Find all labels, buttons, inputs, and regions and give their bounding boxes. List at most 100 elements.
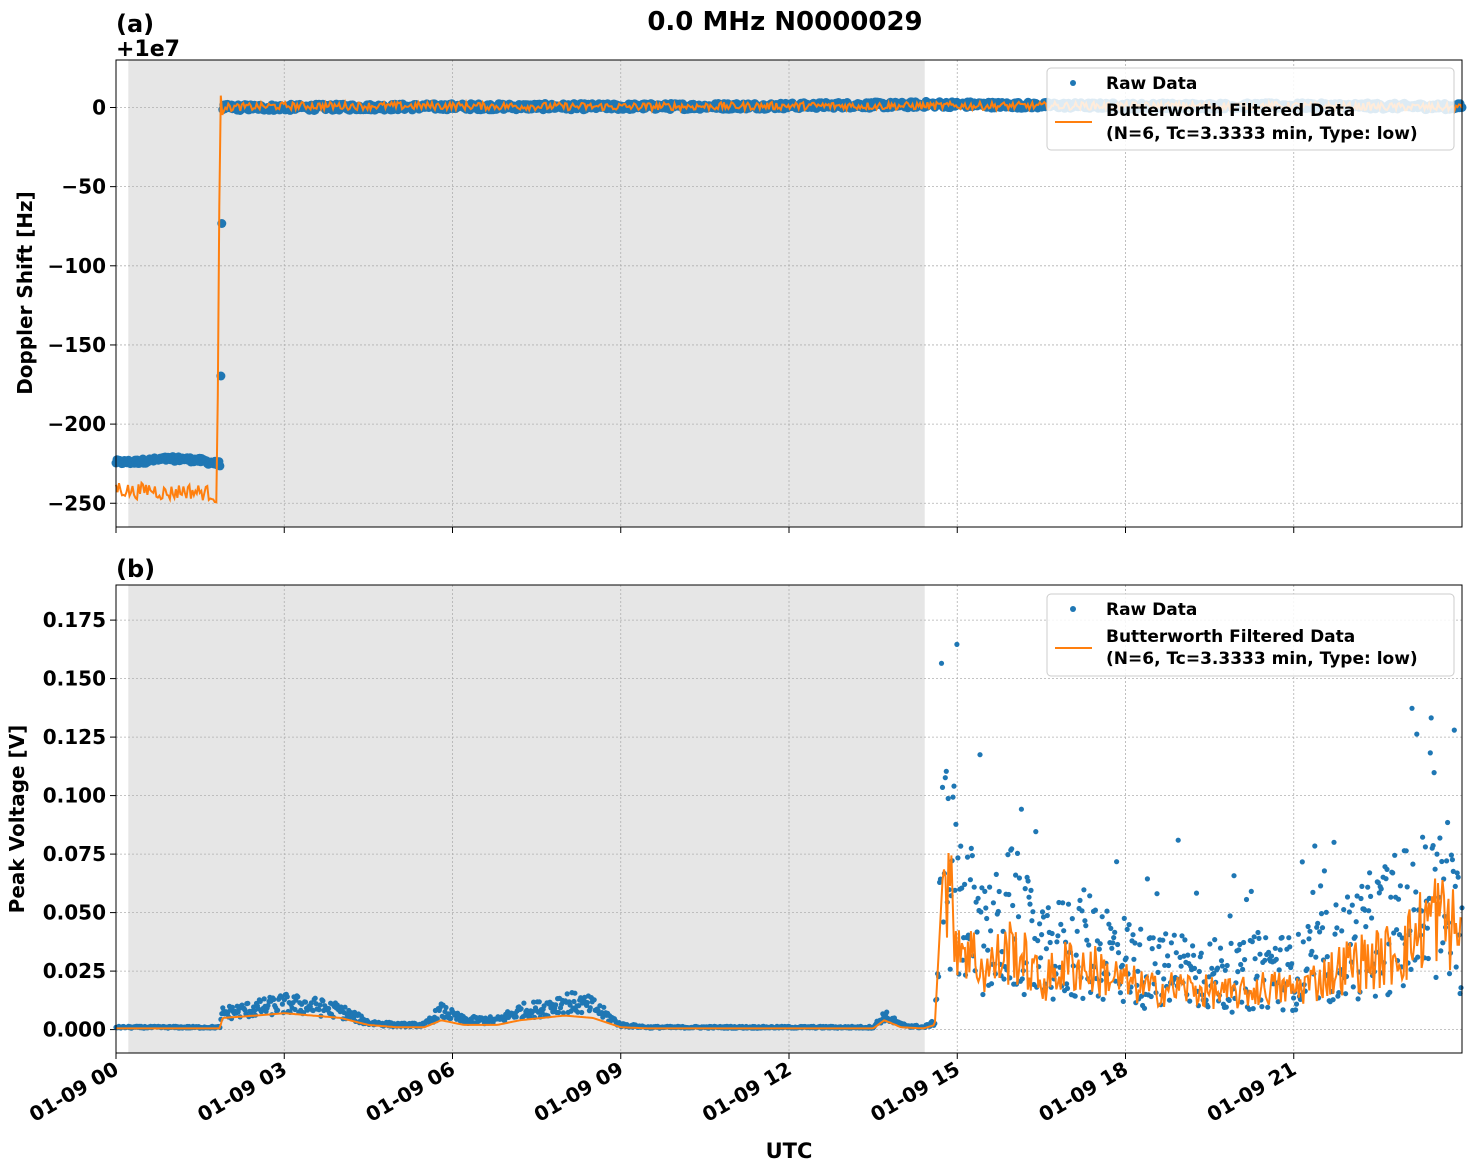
- raw-data-point: [1141, 1005, 1148, 1011]
- raw-data-point: [884, 1009, 890, 1015]
- raw-data-point: [1414, 731, 1420, 737]
- raw-data-point: [1182, 937, 1188, 943]
- x-tick-label: 01-09 12: [698, 1057, 796, 1127]
- raw-data-point: [1422, 844, 1428, 850]
- raw-data-point: [1165, 953, 1171, 959]
- raw-data-point: [1115, 941, 1121, 948]
- raw-data-point: [1131, 956, 1137, 962]
- raw-data-point: [245, 1000, 251, 1006]
- raw-data-point: [601, 1004, 607, 1010]
- raw-data-point: [969, 853, 975, 859]
- raw-data-point: [1019, 976, 1025, 982]
- raw-data-point: [1082, 918, 1088, 924]
- y-tick-label: −250: [47, 491, 106, 515]
- raw-data-point: [1304, 966, 1310, 972]
- y-tick-label: 0.175: [43, 608, 106, 632]
- raw-data-point: [1198, 950, 1204, 956]
- raw-data-point: [1280, 1007, 1286, 1013]
- raw-data-point: [975, 895, 981, 901]
- raw-data-point: [1215, 965, 1221, 971]
- y-tick-label: 0: [92, 95, 106, 119]
- raw-data-point: [1262, 957, 1268, 963]
- raw-data-point: [1263, 935, 1269, 941]
- raw-data-point: [1044, 912, 1050, 919]
- raw-data-point: [443, 1004, 449, 1011]
- raw-data-point: [1054, 939, 1060, 945]
- y-ticks-a: 0 −50 −100 −150 −200 −250: [47, 95, 116, 515]
- night-shading-a: [128, 60, 925, 527]
- raw-data-point: [1343, 991, 1349, 997]
- x-tick-label: 01-09 03: [193, 1057, 291, 1127]
- raw-data-point: [1033, 829, 1039, 835]
- raw-data-point: [1277, 947, 1283, 953]
- raw-data-point: [974, 929, 980, 935]
- raw-data-point: [1104, 908, 1110, 914]
- raw-data-point: [981, 943, 987, 949]
- raw-data-point: [1155, 969, 1161, 976]
- raw-data-point: [1222, 967, 1228, 973]
- raw-data-point: [1287, 944, 1293, 950]
- raw-data-point: [1249, 939, 1255, 945]
- raw-data-point: [1408, 966, 1414, 973]
- raw-data-point: [1242, 957, 1248, 963]
- raw-data-point: [1016, 875, 1023, 881]
- raw-data-point: [1453, 964, 1459, 970]
- raw-data-point: [943, 768, 949, 774]
- raw-data-point: [1383, 876, 1389, 882]
- raw-data-point: [1306, 936, 1312, 942]
- raw-data-point: [945, 795, 951, 802]
- raw-data-point: [1060, 900, 1066, 906]
- raw-data-point: [977, 752, 983, 758]
- raw-data-point: [1193, 890, 1200, 896]
- raw-data-point: [1265, 1004, 1271, 1010]
- raw-data-point: [1092, 907, 1098, 913]
- raw-data-point: [1109, 945, 1115, 951]
- raw-data-point: [1323, 909, 1329, 915]
- raw-data-point: [1132, 940, 1138, 946]
- raw-data-point: [1293, 1001, 1300, 1007]
- raw-data-point: [951, 783, 957, 789]
- legend-box-a: [1046, 67, 1455, 151]
- raw-data-point: [1037, 921, 1043, 927]
- raw-data-point: [1026, 894, 1032, 900]
- raw-data-point: [1349, 902, 1355, 908]
- raw-data-point: [1286, 935, 1292, 941]
- raw-data-point: [326, 1005, 332, 1012]
- raw-data-point: [1289, 961, 1295, 967]
- raw-data-point: [1083, 923, 1089, 929]
- raw-data-point: [1035, 938, 1041, 944]
- raw-data-point: [1148, 993, 1154, 1000]
- raw-data-point: [1121, 915, 1127, 922]
- raw-data-point: [1231, 873, 1237, 879]
- raw-data-point: [967, 877, 974, 883]
- raw-data-point: [962, 881, 968, 888]
- x-tick-label: 01-09 09: [530, 1057, 628, 1127]
- legend-raw-label-a: Raw Data: [1106, 74, 1197, 94]
- raw-data-point: [1439, 858, 1445, 865]
- raw-data-point: [1324, 954, 1330, 960]
- raw-data-point: [518, 1006, 524, 1012]
- raw-data-point: [1319, 925, 1326, 931]
- raw-data-point: [320, 998, 326, 1004]
- raw-data-point: [275, 1007, 281, 1013]
- raw-data-point: [1410, 861, 1416, 867]
- raw-data-point: [1065, 901, 1072, 907]
- raw-data-point: [1293, 1007, 1299, 1013]
- raw-data-point: [1001, 976, 1007, 982]
- raw-data-point: [564, 991, 570, 997]
- raw-data-point: [1243, 896, 1250, 903]
- raw-data-point: [1251, 934, 1257, 940]
- raw-data-point: [1014, 850, 1021, 857]
- raw-data-point: [1160, 937, 1166, 943]
- raw-data-point: [1064, 985, 1071, 992]
- raw-data-point: [1187, 998, 1193, 1004]
- raw-data-point: [1049, 930, 1055, 937]
- raw-data-point: [1359, 883, 1365, 890]
- raw-data-point: [1446, 971, 1453, 977]
- raw-data-point: [521, 1000, 527, 1006]
- raw-data-point: [1403, 848, 1409, 854]
- raw-data-point: [985, 947, 991, 953]
- x-tick-label: 01-09 21: [1203, 1057, 1301, 1127]
- raw-data-point: [1030, 909, 1036, 915]
